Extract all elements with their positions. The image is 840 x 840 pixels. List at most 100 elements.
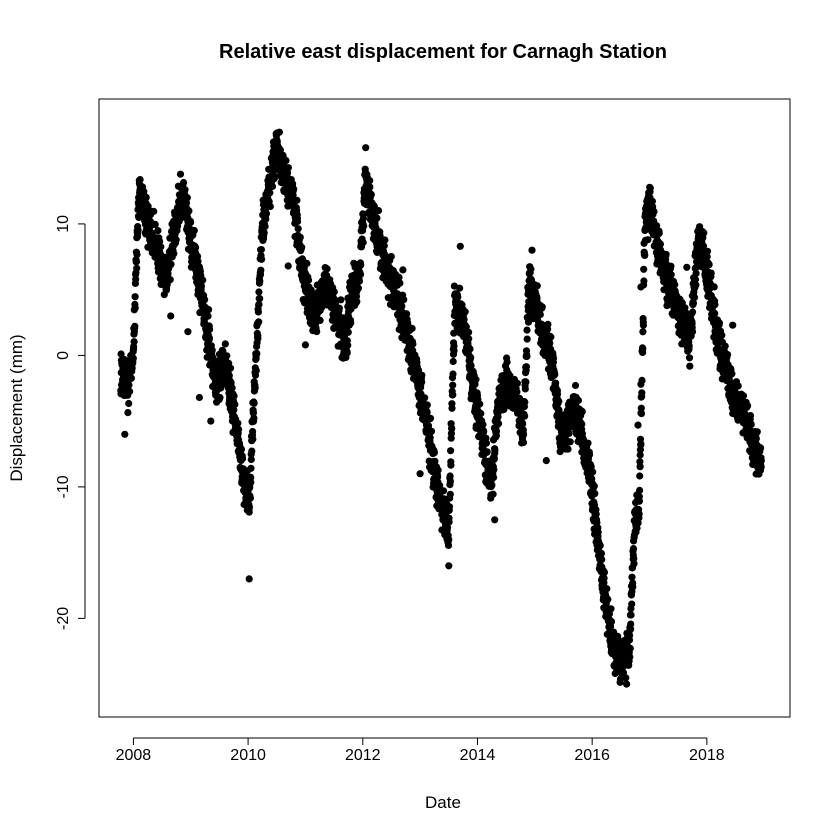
- data-point: [627, 611, 635, 619]
- y-axis-label: Displacement (mm): [7, 334, 26, 481]
- data-point: [503, 358, 511, 366]
- data-point: [622, 674, 630, 682]
- data-point: [132, 258, 141, 266]
- data-point: [636, 463, 644, 471]
- data-point: [689, 299, 698, 307]
- data-point: [689, 308, 697, 316]
- data-point: [257, 266, 265, 274]
- data-point: [476, 400, 484, 408]
- data-point: [584, 439, 592, 447]
- data-point: [256, 295, 264, 303]
- data-point: [448, 425, 456, 433]
- data-point: [381, 236, 389, 244]
- data-point: [528, 246, 536, 254]
- data-point: [703, 253, 711, 261]
- data-point: [456, 284, 464, 292]
- data-point: [644, 236, 652, 244]
- data-point: [460, 315, 468, 324]
- data-point: [757, 457, 765, 465]
- data-point: [491, 446, 499, 454]
- data-point: [230, 392, 238, 400]
- data-point: [423, 401, 431, 409]
- data-point: [270, 172, 279, 180]
- x-tick-label: 2016: [574, 747, 610, 764]
- data-point: [555, 406, 563, 414]
- data-point: [551, 370, 559, 378]
- data-point: [170, 250, 178, 258]
- data-point: [490, 455, 498, 463]
- data-point: [594, 528, 602, 536]
- data-point: [294, 225, 302, 233]
- data-point: [248, 447, 256, 455]
- data-point: [445, 536, 453, 544]
- data-point: [205, 306, 213, 314]
- data-point: [626, 644, 634, 653]
- data-point: [418, 371, 426, 379]
- data-point: [639, 345, 647, 353]
- data-point: [552, 379, 560, 387]
- data-point: [172, 236, 180, 244]
- data-point: [408, 324, 416, 332]
- data-point: [641, 251, 649, 259]
- data-point: [636, 486, 644, 494]
- data-point: [667, 262, 675, 270]
- data-point: [596, 542, 604, 550]
- data-point: [400, 296, 408, 304]
- data-point: [330, 288, 338, 296]
- data-point: [662, 250, 670, 258]
- data-point: [117, 350, 125, 358]
- data-point: [396, 279, 404, 287]
- data-point: [134, 226, 142, 234]
- data-point: [418, 378, 426, 386]
- data-point: [637, 380, 645, 388]
- data-point: [519, 420, 527, 428]
- data-point: [355, 277, 363, 285]
- x-tick-label: 2008: [116, 747, 152, 764]
- data-point: [257, 246, 265, 254]
- data-point: [136, 176, 144, 184]
- data-point: [226, 364, 235, 372]
- data-point: [757, 463, 765, 471]
- data-point: [700, 229, 708, 237]
- data-point: [124, 409, 132, 417]
- data-point: [167, 260, 175, 268]
- data-point: [276, 146, 284, 154]
- data-point: [253, 349, 261, 357]
- data-point: [523, 335, 531, 343]
- data-point: [522, 363, 531, 371]
- data-point: [688, 328, 697, 336]
- data-point: [574, 396, 583, 404]
- data-point: [167, 312, 175, 320]
- y-tick-label: -10: [55, 475, 72, 498]
- data-point: [344, 328, 352, 336]
- data-point: [446, 477, 454, 485]
- data-point: [565, 429, 573, 437]
- data-point: [489, 490, 497, 498]
- data-point: [304, 276, 313, 284]
- data-point: [638, 389, 646, 397]
- data-point: [206, 325, 214, 333]
- data-point: [685, 354, 694, 362]
- data-point: [221, 340, 229, 348]
- data-point: [699, 242, 708, 250]
- data-point: [671, 281, 679, 289]
- data-point: [205, 334, 213, 342]
- data-point: [426, 434, 434, 442]
- data-point: [190, 226, 198, 235]
- data-point: [447, 461, 455, 469]
- data-point: [646, 184, 654, 192]
- data-point: [197, 282, 205, 290]
- data-point: [467, 354, 475, 362]
- data-point: [591, 490, 599, 498]
- data-point: [131, 304, 139, 312]
- data-point: [337, 296, 345, 304]
- data-point: [445, 518, 453, 526]
- data-point: [254, 334, 262, 343]
- data-point: [491, 516, 499, 524]
- data-point: [683, 263, 691, 271]
- data-point: [626, 653, 634, 661]
- data-point: [637, 283, 645, 291]
- x-tick-label: 2014: [460, 747, 496, 764]
- data-point: [343, 349, 351, 357]
- data-point: [546, 339, 554, 347]
